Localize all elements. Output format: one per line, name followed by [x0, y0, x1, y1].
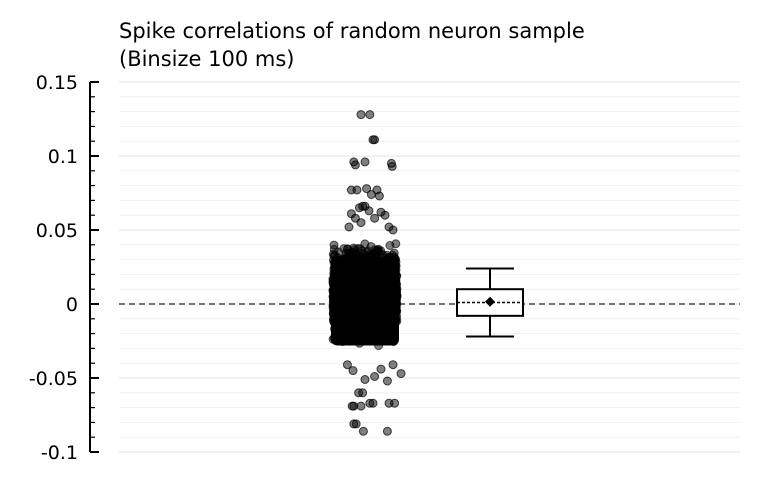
scatter-point: [350, 160, 360, 170]
scatter-point: [356, 401, 366, 411]
scatter-point: [376, 246, 386, 256]
scatter-point: [360, 239, 370, 249]
scatter-point: [388, 225, 398, 235]
scatter-point: [370, 135, 380, 145]
box-mean-marker: [485, 296, 495, 307]
scatter-point: [390, 398, 400, 408]
scatter-points: [328, 110, 406, 436]
scatter-point: [358, 426, 368, 436]
scatter-point: [396, 369, 406, 379]
chart-title-line-2: (Binsize 100 ms): [119, 47, 295, 71]
scatter-point: [358, 388, 368, 398]
y-axis: 0.15 0.1 0.05 0 -0.05 -0.1: [29, 72, 99, 464]
scatter-point: [382, 376, 392, 386]
y-tick-label: 0.15: [36, 72, 78, 94]
y-tick-label: -0.05: [29, 368, 78, 390]
scatter-point: [360, 375, 370, 384]
scatter-point: [370, 213, 380, 223]
scatter-point: [387, 161, 397, 171]
scatter-point: [376, 364, 386, 374]
dense-points-core: [331, 256, 399, 346]
scatter-point: [362, 184, 372, 194]
scatter-point: [356, 110, 366, 120]
scatter-point: [342, 360, 352, 370]
scatter-point: [344, 222, 354, 232]
boxplot: [456, 267, 524, 338]
scatter-point: [370, 372, 380, 381]
scatter-point: [348, 366, 358, 376]
y-tick-label: 0: [66, 294, 78, 316]
scatter-point: [388, 360, 398, 370]
y-tick-label: 0.05: [36, 220, 78, 242]
y-tick-label: 0.1: [48, 146, 78, 168]
scatter-point: [347, 248, 357, 257]
scatter-point: [356, 218, 366, 228]
scatter-point: [360, 157, 370, 167]
scatter-point: [365, 110, 375, 120]
scatter-point: [385, 241, 395, 250]
scatter-point: [374, 191, 384, 201]
scatter-point: [351, 419, 361, 429]
chart-title-line-1: Spike correlations of random neuron samp…: [119, 19, 585, 43]
grid: [119, 81, 740, 453]
scatter-point: [364, 206, 374, 216]
scatter-point: [380, 210, 390, 220]
scatter-point: [382, 426, 392, 436]
y-tick-label: -0.1: [41, 442, 78, 464]
scatter-point: [352, 185, 362, 195]
scatter-point: [368, 398, 378, 408]
